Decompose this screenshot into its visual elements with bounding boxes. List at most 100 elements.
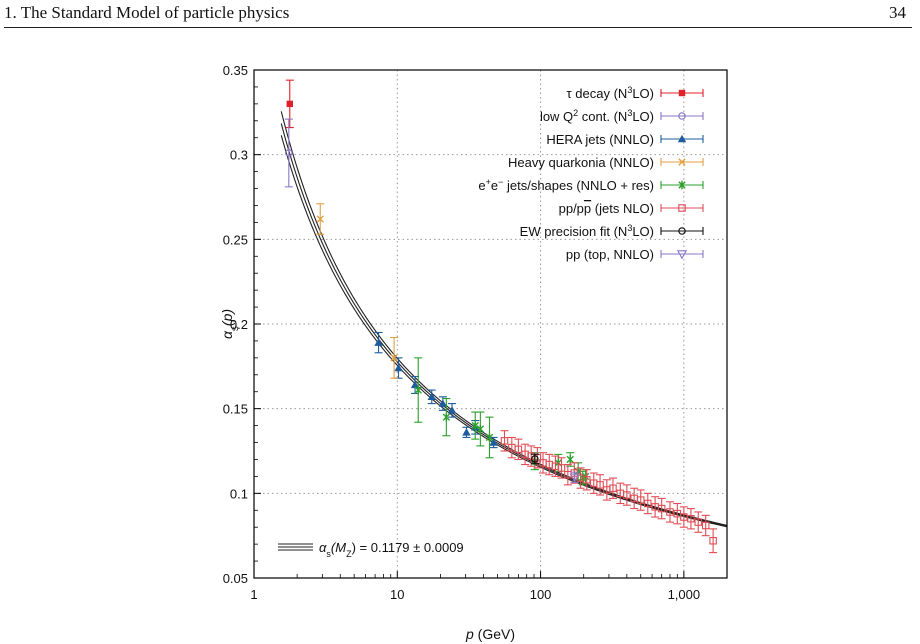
legend-label: pp (top, NNLO)	[566, 247, 654, 262]
legend-label: pp/pp (jets NLO)	[559, 201, 654, 216]
legend-label-part: cont. (N	[578, 109, 627, 124]
legend-label-part: 3	[627, 223, 632, 233]
legend-label-part: EW precision fit (N	[520, 224, 628, 239]
data-point	[709, 528, 718, 554]
band-curve	[280, 111, 728, 526]
data-point	[485, 416, 494, 459]
legend-label-part: LO)	[632, 224, 654, 239]
data-point	[576, 467, 585, 489]
legend-label-part: LO)	[632, 86, 654, 101]
marker-open-square	[709, 536, 717, 545]
marker-filled-triangle	[677, 134, 687, 143]
y-tick-label: 0.05	[223, 571, 248, 586]
legend-label-part: p	[584, 201, 591, 216]
data-point	[657, 497, 666, 520]
marker-open-square	[500, 437, 509, 445]
legend-label: Heavy quarkonia (NNLO)	[508, 155, 654, 170]
band-legend: αs(MZ) = 0.1179 ± 0.0009	[278, 540, 464, 559]
marker-star	[485, 433, 494, 442]
data-point	[390, 336, 399, 379]
legend-label-part: e	[491, 178, 498, 193]
band-label-part: α	[319, 540, 327, 555]
y-tick-label: 0.15	[223, 402, 248, 417]
y-axis-sub: s	[230, 326, 241, 331]
marker-open-square	[609, 484, 617, 493]
marker-open-square	[514, 445, 523, 454]
header-title: 1. The Standard Model of particle physic…	[4, 3, 290, 22]
data-point	[462, 426, 471, 439]
marker-open-square	[678, 204, 686, 212]
legend-entry: HERA jets (NNLO)	[546, 132, 704, 147]
y-tick-label: 0.3	[230, 148, 248, 163]
legend-label-part: 3	[627, 85, 632, 95]
legend-label-part: (jets NLO)	[591, 201, 654, 216]
data-point	[530, 453, 539, 465]
data-point	[514, 438, 523, 461]
data-point	[589, 472, 598, 494]
y-tick-label: 0.1	[230, 486, 248, 501]
marker-star	[442, 412, 451, 422]
alpha-s-band	[280, 111, 728, 528]
data-point	[616, 482, 625, 505]
legend-entry: EW precision fit (N3LO)	[520, 223, 704, 239]
data-point	[427, 389, 436, 405]
marker-open-circle	[285, 149, 293, 157]
data-point	[438, 396, 448, 411]
data-point	[643, 492, 652, 515]
marker-open-square	[657, 504, 666, 513]
axis-ticks: 1 10 100 1,000 0.05 0.1 0.15 0.2 0.25 0.3 0.35	[223, 63, 728, 602]
marker-open-square	[701, 521, 710, 530]
data-point	[500, 430, 509, 452]
data-point	[442, 397, 451, 437]
data-point	[489, 436, 498, 449]
x-axis-var: p	[465, 626, 474, 642]
data-point	[694, 511, 703, 533]
legend-label-part: 3	[627, 108, 632, 118]
y-axis-label: αs(p)	[219, 309, 241, 339]
running-header: 1. The Standard Model of particle physic…	[0, 0, 920, 30]
data-point	[551, 455, 560, 477]
band-curve	[280, 135, 728, 528]
data-point	[596, 474, 605, 496]
data-point	[563, 463, 572, 486]
marker-star	[414, 385, 422, 395]
data-point	[414, 357, 423, 423]
y-axis-var: α	[219, 330, 235, 339]
grid	[254, 70, 727, 578]
legend-label-part: 2	[573, 108, 578, 118]
marker-star	[566, 455, 574, 464]
marker-cross	[390, 354, 398, 362]
band-legend-label: αs(MZ) = 0.1179 ± 0.0009	[319, 540, 464, 559]
marker-open-square	[623, 491, 631, 499]
data-point	[582, 469, 591, 491]
marker-filled-square	[286, 100, 293, 108]
legend-entry: pp/pp (jets NLO)	[559, 201, 704, 216]
data-point	[569, 471, 580, 483]
band-label-part: s	[326, 549, 331, 559]
marker-open-square	[680, 513, 688, 521]
y-axis-arg: (p)	[219, 309, 235, 326]
data-point	[285, 79, 294, 129]
data-point	[701, 514, 710, 537]
marker-open-square	[596, 481, 604, 489]
legend-label-part: jets/shapes (NNLO + res)	[503, 178, 654, 193]
legend: τ decay (N3LO)low Q2 cont. (N3LO)HERA je…	[478, 85, 704, 262]
marker-filled-triangle	[462, 428, 471, 436]
x-axis-label: p (GeV)	[465, 626, 515, 642]
data-point	[476, 411, 485, 447]
data-point	[521, 443, 530, 466]
marker-filled-triangle	[374, 338, 383, 346]
marker-filled-triangle	[427, 392, 436, 401]
marker-open-square	[582, 476, 591, 484]
y-tick-label: 0.2	[230, 317, 248, 332]
legend-entry: e+e− jets/shapes (NNLO + res)	[478, 177, 704, 193]
marker-open-square	[636, 496, 645, 504]
marker-open-square	[687, 514, 695, 523]
marker-filled-square	[678, 89, 686, 97]
data-point	[636, 489, 645, 511]
data-point	[622, 484, 631, 506]
marker-filled-triangle	[438, 399, 448, 407]
marker-star	[678, 180, 686, 190]
data-point	[679, 506, 688, 528]
